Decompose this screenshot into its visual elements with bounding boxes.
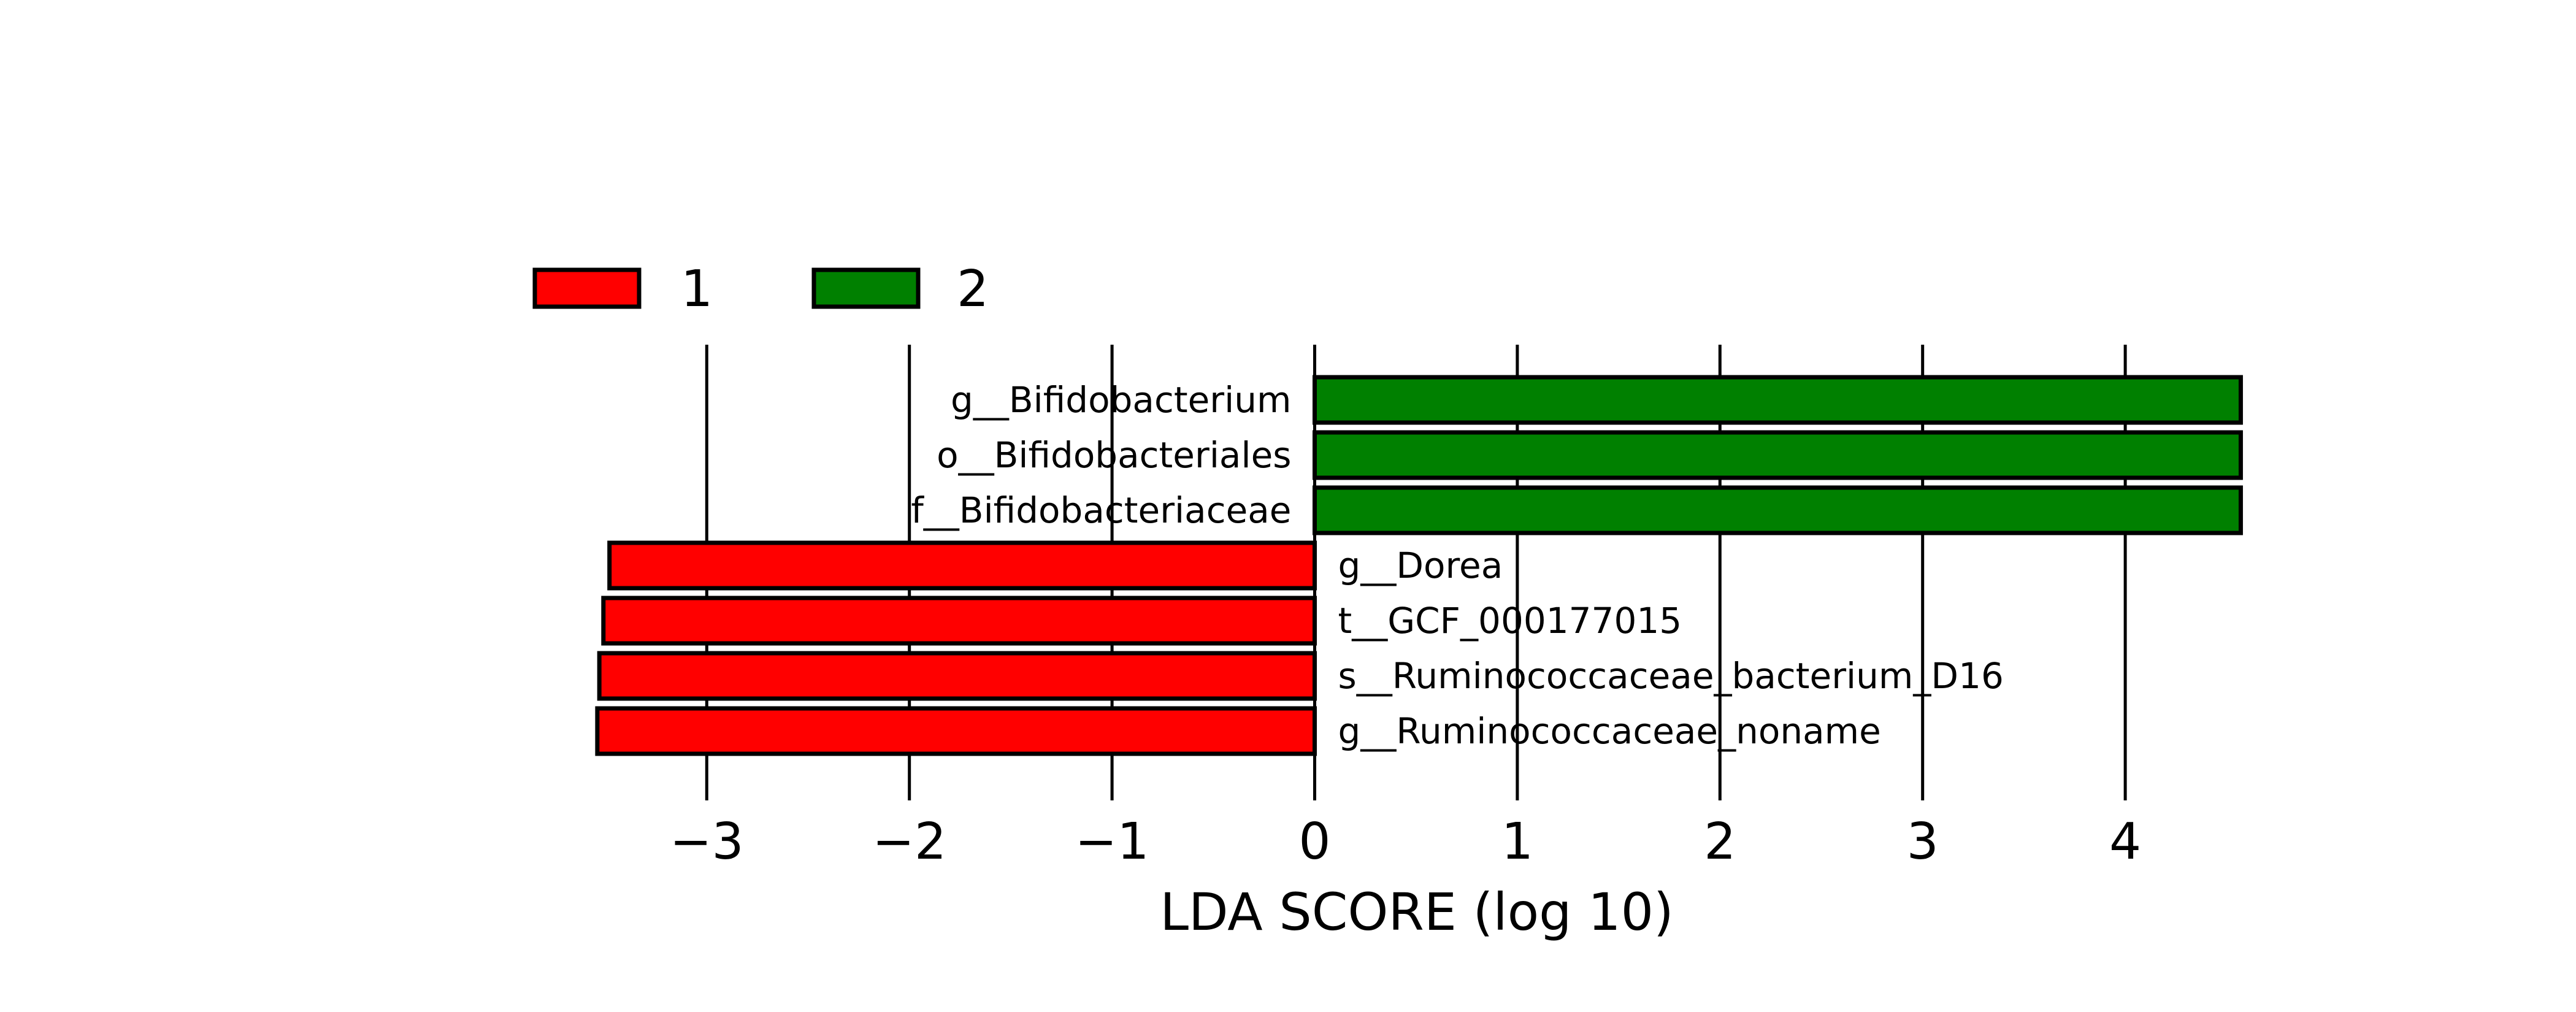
x-tick-label-4: 1 [1501,813,1533,871]
bar-f__Bifidobacteriaceae [1313,485,2243,535]
bar-label-1: o__Bifidobacteriales [937,434,1291,476]
bar-label-2: f__Bifidobacteriaceae [911,489,1291,531]
x-tick-label-3: 0 [1298,813,1330,871]
bar-labels: g__Bifidobacterium o__Bifidobacteriales f_… [911,379,2004,752]
x-tick-label-6: 3 [1907,813,1939,871]
bar-label-5: s__Ruminococcaceae_bacterium_D16 [1338,655,2004,697]
bar-s__Ruminococcaceae_bacterium_D16 [597,651,1317,701]
bar-label-3: g__Dorea [1338,545,1503,586]
legend-label-0: 1 [681,260,713,318]
legend-swatch-0 [532,267,642,309]
x-tick-label-2: −1 [1075,813,1149,871]
x-tick-label-0: −3 [670,813,744,871]
x-tick-label-5: 2 [1704,813,1736,871]
bar-label-6: g__Ruminococcaceae_noname [1338,710,1881,752]
x-tick-label-7: 4 [2109,813,2141,871]
bar-g__Bifidobacterium [1313,375,2243,425]
bar-label-4: t__GCF_000177015 [1338,600,1682,642]
x-tick-label-1: −2 [872,813,946,871]
bar-g__Dorea [607,540,1317,591]
x-axis-title: LDA SCORE (log 10) [1160,882,1674,942]
bar-g__Ruminococcaceae_noname [595,706,1317,756]
legend-label-1: 2 [957,260,989,318]
bar-t__GCF_000177015 [601,596,1317,646]
bar-o__Bifidobacteriales [1313,430,2243,480]
bar-label-0: g__Bifidobacterium [951,379,1291,421]
x-axis-ticks: −3 −2 −1 0 1 2 3 4 [670,813,2141,871]
bars [595,375,2243,756]
legend-swatch-1 [811,267,921,309]
